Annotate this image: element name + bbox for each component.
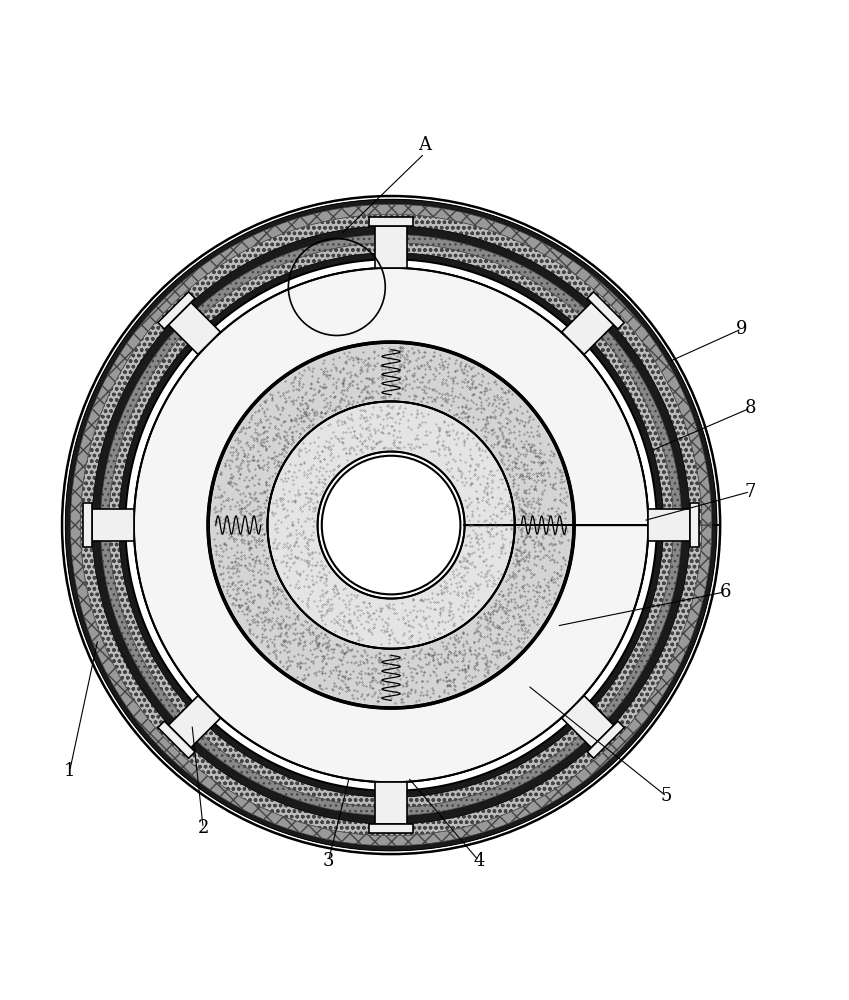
Text: 3: 3 <box>323 852 335 870</box>
Polygon shape <box>65 199 717 851</box>
Polygon shape <box>100 234 682 816</box>
Polygon shape <box>168 302 221 354</box>
Polygon shape <box>588 292 624 329</box>
Polygon shape <box>158 721 195 758</box>
Polygon shape <box>134 268 649 782</box>
Polygon shape <box>562 696 614 748</box>
Polygon shape <box>62 196 720 854</box>
Polygon shape <box>375 226 407 268</box>
Polygon shape <box>93 226 690 824</box>
Polygon shape <box>158 292 195 329</box>
Polygon shape <box>126 259 656 791</box>
Text: 1: 1 <box>64 762 76 780</box>
Polygon shape <box>109 243 673 807</box>
Polygon shape <box>83 503 93 547</box>
Polygon shape <box>562 302 614 354</box>
Circle shape <box>322 456 460 594</box>
Text: 4: 4 <box>473 852 485 870</box>
Text: A: A <box>418 136 431 154</box>
Polygon shape <box>81 214 702 836</box>
Polygon shape <box>209 343 573 707</box>
Text: 5: 5 <box>661 787 672 805</box>
Polygon shape <box>267 401 514 649</box>
Polygon shape <box>369 824 413 833</box>
Text: 9: 9 <box>736 320 748 338</box>
Polygon shape <box>119 253 663 797</box>
Polygon shape <box>649 509 690 541</box>
Text: 7: 7 <box>745 483 756 501</box>
Polygon shape <box>690 503 700 547</box>
Text: 2: 2 <box>198 819 209 837</box>
Polygon shape <box>93 509 134 541</box>
Polygon shape <box>70 204 711 846</box>
Text: 8: 8 <box>745 399 756 417</box>
Polygon shape <box>375 782 407 824</box>
Polygon shape <box>168 696 221 748</box>
Polygon shape <box>588 721 624 758</box>
Text: 6: 6 <box>719 583 731 601</box>
Polygon shape <box>369 217 413 226</box>
